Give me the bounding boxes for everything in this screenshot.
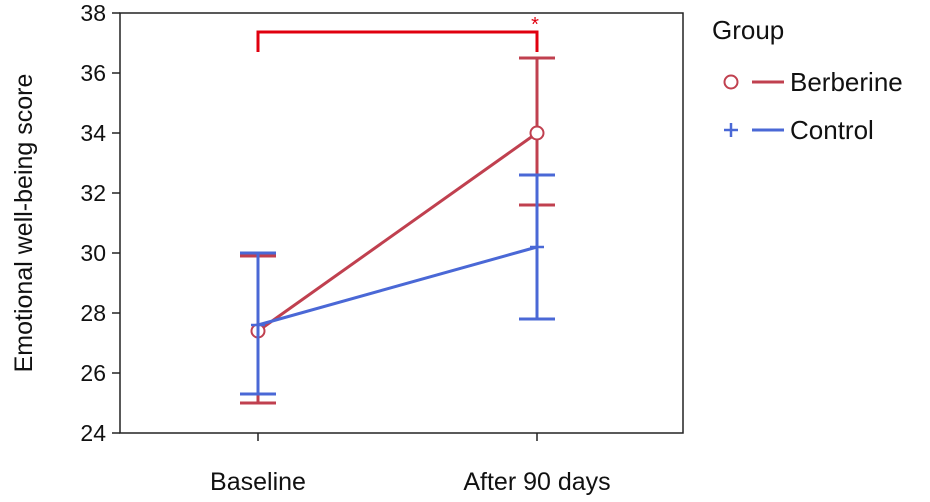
legend-label: Control	[790, 115, 874, 145]
y-tick-label: 26	[80, 360, 106, 386]
y-axis-title: Emotional well-being score	[10, 74, 38, 373]
legend-marker	[723, 74, 739, 90]
series-layer	[240, 56, 555, 405]
legend-item-control: Control	[724, 115, 874, 145]
y-axis-ticks: 24 26 28 30 32 34 36 38	[80, 0, 120, 446]
x-category-label: After 90 days	[463, 468, 610, 496]
series-berberine	[240, 56, 555, 405]
y-tick-label: 34	[80, 120, 106, 146]
series-line	[257, 131, 538, 333]
plot-area-frame	[119, 12, 684, 434]
series-line	[257, 245, 538, 327]
x-axis-categories: Baseline After 90 days	[210, 433, 611, 496]
y-tick-label: 28	[80, 300, 106, 326]
legend-label: Berberine	[790, 67, 903, 97]
data-point	[251, 318, 265, 332]
data-point	[530, 240, 544, 254]
y-tick-label: 32	[80, 180, 106, 206]
significance-bracket: *	[256, 14, 539, 52]
legend: Group Berberine Control	[712, 15, 903, 145]
series-control	[240, 173, 555, 396]
y-tick-label: 24	[80, 420, 106, 446]
y-tick-label: 38	[80, 0, 106, 26]
data-point	[529, 125, 545, 141]
y-tick-label: 36	[80, 60, 106, 86]
y-tick-label: 30	[80, 240, 106, 266]
significance-line	[256, 30, 539, 52]
legend-title: Group	[712, 15, 784, 45]
legend-item-berberine: Berberine	[723, 67, 903, 97]
significance-marker: *	[531, 14, 539, 36]
x-category-label: Baseline	[210, 468, 306, 496]
